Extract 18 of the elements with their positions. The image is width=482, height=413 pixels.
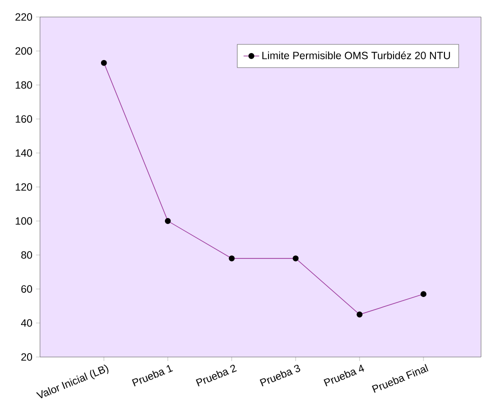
legend-label: Limite Permisible OMS Turbidéz 20 NTU — [262, 51, 450, 60]
y-tick-label: 180 — [16, 81, 32, 89]
y-tick-label: 200 — [15, 47, 32, 55]
y-tick-label: 220 — [15, 13, 32, 21]
x-tick-label: Prueba 3 — [260, 364, 300, 386]
y-tick-label: 80 — [21, 251, 32, 259]
x-tick-label: Valor Inicial (LB) — [36, 364, 108, 398]
x-tick-label: Prueba Final — [372, 364, 428, 393]
y-tick-label: 160 — [16, 115, 32, 123]
y-tick-label: 20 — [21, 353, 32, 361]
x-tick-label: Prueba 1 — [132, 364, 173, 386]
y-tick-label: 40 — [21, 319, 32, 327]
x-tick-label: Prueba 4 — [324, 364, 364, 386]
x-tick-label: Prueba 2 — [196, 364, 237, 386]
y-tick-label: 140 — [16, 149, 32, 157]
y-tick-label: 100 — [16, 217, 32, 225]
y-tick-label: 120 — [16, 183, 32, 191]
y-tick-label: 60 — [21, 285, 32, 293]
